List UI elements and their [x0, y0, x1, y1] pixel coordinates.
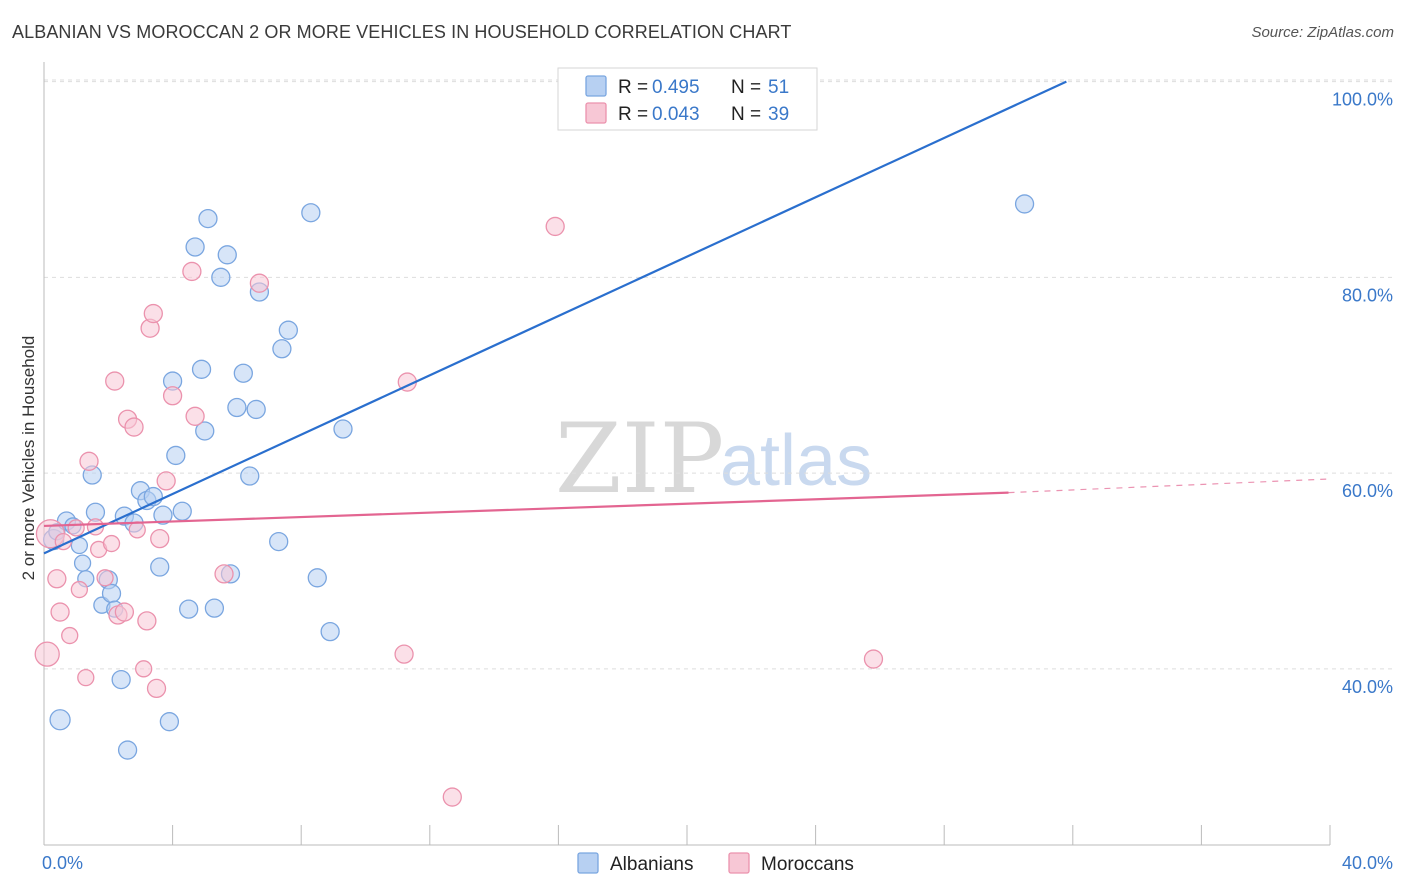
- albanian-point-28: [185, 237, 205, 257]
- moroccan-point-35: [545, 216, 565, 237]
- albanian-point-39: [246, 399, 266, 420]
- albanian-point-21: [150, 557, 170, 577]
- moroccan-point-28: [182, 261, 202, 282]
- moroccan-point-23: [143, 303, 163, 324]
- chart-source: Source: ZipAtlas.com: [1251, 24, 1394, 41]
- albanian-point-33: [211, 267, 231, 287]
- moroccan-point-0: [34, 641, 60, 667]
- trend-lines: [43, 80, 1331, 555]
- moroccan-point-26: [156, 471, 176, 491]
- albanian-point-48: [1014, 194, 1035, 214]
- albanian-point-47: [333, 419, 353, 439]
- moroccan-point-8: [77, 668, 95, 687]
- albanian-point-45: [307, 568, 327, 588]
- moroccan-point-34: [442, 787, 462, 807]
- x-tick-label-max: 40.0%: [1342, 853, 1393, 873]
- albanian-point-32: [204, 598, 225, 618]
- albanian-point-38: [240, 466, 260, 486]
- albanian-point-37: [233, 363, 253, 383]
- x-tick-label-min: 0.0%: [42, 853, 83, 873]
- albanian-point-46: [320, 621, 340, 642]
- moroccan-point-14: [105, 371, 125, 391]
- bottom-legend-swatch-albanians: [577, 852, 599, 874]
- moroccan-point-27: [162, 386, 183, 406]
- moroccan-point-3: [50, 602, 70, 622]
- y-tick-label-100: 100.0%: [1332, 90, 1393, 110]
- moroccan-point-24: [146, 678, 167, 699]
- moroccan-point-31: [249, 273, 270, 293]
- moroccan-point-2: [47, 569, 67, 589]
- albanian-point-14: [111, 669, 131, 690]
- albanian-point-44: [301, 203, 321, 223]
- tick-labels: 40.0% 60.0% 80.0% 100.0% 0.0% 40.0%: [42, 90, 1393, 873]
- moroccan-point-18: [124, 417, 144, 437]
- legend-r-value-moroccans: 0.043: [652, 104, 700, 125]
- moroccan-point-25: [150, 529, 170, 549]
- legend-r-value-albanians: 0.495: [652, 77, 700, 98]
- albanian-trend-line: [43, 80, 1067, 555]
- albanian-point-12: [101, 583, 122, 604]
- legend-n-label-moroccans: N =: [731, 104, 761, 125]
- albanian-point-2: [49, 709, 71, 731]
- legend-n-value-moroccans: 39: [768, 104, 789, 125]
- albanian-point-42: [272, 339, 292, 359]
- albanian-point-26: [172, 501, 192, 521]
- bottom-legend-label-moroccans: Moroccans: [761, 854, 854, 875]
- legend-r-label-albanians: R =: [618, 77, 648, 98]
- albanian-point-43: [278, 320, 298, 340]
- bottom-legend: Albanians Moroccans: [577, 852, 854, 875]
- albanian-point-29: [191, 359, 212, 379]
- legend-n-label-albanians: N =: [731, 77, 761, 98]
- axes: [43, 62, 1331, 846]
- y-tick-label-80: 80.0%: [1342, 285, 1393, 305]
- watermark-zip: ZIP: [555, 403, 724, 515]
- moroccan-point-30: [214, 564, 234, 584]
- y-tick-label-60: 60.0%: [1342, 481, 1393, 501]
- bottom-legend-label-albanians: Albanians: [610, 854, 693, 875]
- legend-n-value-albanians: 51: [768, 77, 789, 98]
- legend-r-label-moroccans: R =: [618, 104, 648, 125]
- moroccan-trend-extension: [1008, 478, 1331, 494]
- albanian-point-6: [73, 554, 92, 572]
- legend-swatch-albanians: [585, 75, 607, 97]
- legend-swatch-moroccans: [585, 102, 607, 124]
- watermark: ZIP atlas: [555, 403, 872, 515]
- y-axis-title: 2 or more Vehicles in Household: [19, 336, 38, 581]
- albanian-point-30: [195, 421, 215, 441]
- albanian-point-41: [269, 531, 289, 552]
- bottom-legend-swatch-moroccans: [728, 852, 750, 874]
- albanian-point-15: [117, 740, 138, 760]
- moroccan-point-36: [863, 649, 884, 669]
- moroccan-point-13: [102, 534, 121, 553]
- albanian-point-31: [198, 208, 218, 229]
- moroccan-point-29: [185, 406, 205, 426]
- legend: R = 0.495 N = 51 R = 0.043 N = 39: [557, 67, 818, 131]
- y-tick-label-40: 40.0%: [1342, 677, 1393, 697]
- albanian-point-34: [217, 245, 237, 265]
- albanian-point-22: [153, 505, 173, 525]
- scatter-points: [34, 194, 1035, 807]
- albanian-point-36: [227, 397, 247, 418]
- moroccan-point-12: [96, 569, 114, 587]
- albanian-point-23: [159, 712, 180, 732]
- moroccan-point-16: [114, 602, 135, 622]
- moroccan-point-7: [70, 580, 89, 599]
- moroccan-point-9: [79, 451, 99, 471]
- watermark-atlas: atlas: [720, 421, 872, 501]
- moroccan-point-33: [394, 644, 414, 664]
- moroccan-trend-line: [43, 491, 1009, 528]
- moroccan-point-21: [137, 611, 157, 631]
- moroccan-point-19: [128, 521, 146, 539]
- albanian-point-25: [166, 445, 186, 466]
- moroccan-point-20: [135, 660, 153, 678]
- albanian-point-27: [179, 599, 199, 619]
- moroccan-point-6: [67, 519, 85, 537]
- chart-title: ALBANIAN VS MOROCCAN 2 OR MORE VEHICLES …: [12, 22, 792, 42]
- moroccan-point-5: [61, 626, 79, 645]
